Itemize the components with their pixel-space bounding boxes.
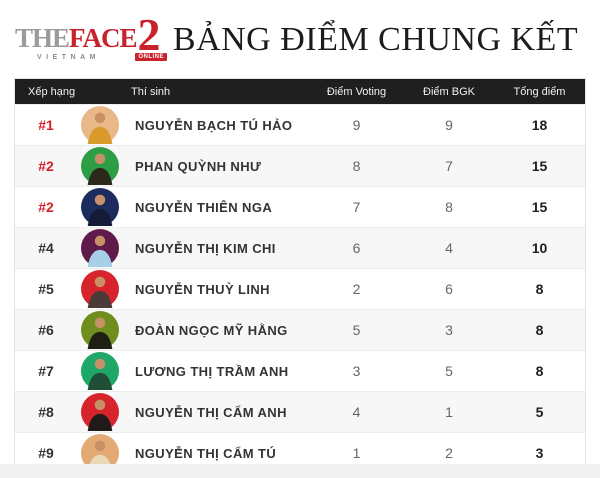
rank-cell: #6 xyxy=(38,322,54,338)
total-score: 8 xyxy=(535,281,544,297)
rank-cell: #2 xyxy=(38,158,54,174)
avatar-graphic xyxy=(81,106,119,144)
logo-main: THE FACE 2 xyxy=(15,8,167,60)
score-board-table: Xếp hạng Thí sinh Điểm Voting Điểm BGK T… xyxy=(14,78,586,474)
table-row: #1 NGUYỄN BẠCH TÚ HẢO 9 9 18 xyxy=(15,104,585,145)
logo-the-text: THE xyxy=(15,23,70,54)
contestant-avatar xyxy=(77,311,123,349)
page-title: BẢNG ĐIỂM CHUNG KẾT xyxy=(172,21,579,58)
contestant-name: NGUYỄN THỊ CẨM ANH xyxy=(135,404,287,420)
contestant-name: NGUYỄN THUỲ LINH xyxy=(135,281,270,297)
total-score: 5 xyxy=(535,404,544,420)
table-row: #8 NGUYỄN THỊ CẨM ANH 4 1 5 xyxy=(15,391,585,432)
logo-season-number: 2 xyxy=(137,8,161,60)
bgk-score: 9 xyxy=(445,117,453,133)
avatar-graphic xyxy=(81,270,119,308)
logo-subline: VIETNAM ONLINE xyxy=(15,53,167,62)
avatar-graphic xyxy=(81,311,119,349)
table-row: #4 NGUYỄN THỊ KIM CHI 6 4 10 xyxy=(15,227,585,268)
column-header-contestant: Thí sinh xyxy=(131,85,171,98)
bgk-score: 5 xyxy=(445,363,453,379)
logo-online-badge: ONLINE xyxy=(135,53,167,62)
rank-cell: #5 xyxy=(38,281,54,297)
table-row: #2 NGUYỄN THIÊN NGA 7 8 15 xyxy=(15,186,585,227)
contestant-name: NGUYỄN BẠCH TÚ HẢO xyxy=(135,117,293,133)
column-header-voting: Điểm Voting xyxy=(326,85,387,98)
total-score: 10 xyxy=(531,240,548,256)
contestant-name: NGUYỄN THỊ CẨM TÚ xyxy=(135,445,277,461)
rank-cell: #1 xyxy=(38,117,54,133)
contestant-name: NGUYỄN THIÊN NGA xyxy=(135,199,273,215)
rank-cell: #8 xyxy=(38,404,54,420)
voting-score: 6 xyxy=(352,240,361,256)
total-score: 8 xyxy=(535,322,544,338)
contestant-avatar xyxy=(77,229,123,267)
avatar-graphic xyxy=(81,393,119,431)
rank-cell: #2 xyxy=(38,199,54,215)
bgk-score: 7 xyxy=(445,158,453,174)
contestant-avatar xyxy=(77,393,123,431)
column-header-rank: Xếp hạng xyxy=(28,85,76,98)
table-row: #5 NGUYỄN THUỲ LINH 2 6 8 xyxy=(15,268,585,309)
total-score: 15 xyxy=(531,199,548,215)
table-header-row: Xếp hạng Thí sinh Điểm Voting Điểm BGK T… xyxy=(15,79,585,104)
avatar-graphic xyxy=(81,188,119,226)
voting-score: 2 xyxy=(352,281,361,297)
logo-face-text: FACE xyxy=(69,23,137,54)
the-face-vietnam-logo: THE FACE 2 VIETNAM ONLINE xyxy=(15,8,167,62)
voting-score: 4 xyxy=(352,404,361,420)
rank-cell: #9 xyxy=(38,445,54,461)
total-score: 3 xyxy=(535,445,544,461)
bgk-score: 6 xyxy=(445,281,453,297)
rank-cell: #4 xyxy=(38,240,54,256)
table-row: #2 PHAN QUỲNH NHƯ 8 7 15 xyxy=(15,145,585,186)
total-score: 18 xyxy=(531,117,548,133)
total-score: 15 xyxy=(531,158,548,174)
contestant-name: ĐOÀN NGỌC MỸ HẰNG xyxy=(135,322,288,338)
table-row: #6 ĐOÀN NGỌC MỸ HẰNG 5 3 8 xyxy=(15,309,585,350)
bgk-score: 1 xyxy=(445,404,453,420)
page-header: THE FACE 2 VIETNAM ONLINE BẢNG ĐIỂM CHUN… xyxy=(0,0,600,76)
avatar-graphic xyxy=(81,352,119,390)
contestant-name: PHAN QUỲNH NHƯ xyxy=(135,158,262,174)
voting-score: 7 xyxy=(352,199,361,215)
column-header-bgk: Điểm BGK xyxy=(423,85,475,98)
logo-vietnam-text: VIETNAM xyxy=(37,53,100,61)
contestant-avatar xyxy=(77,106,123,144)
bgk-score: 2 xyxy=(445,445,453,461)
contestant-avatar xyxy=(77,352,123,390)
voting-score: 8 xyxy=(352,158,361,174)
table-row: #7 LƯƠNG THỊ TRẦM ANH 3 5 8 xyxy=(15,350,585,391)
contestant-name: NGUYỄN THỊ KIM CHI xyxy=(135,240,276,256)
total-score: 8 xyxy=(535,363,544,379)
page-bottom-strip xyxy=(0,464,600,478)
contestant-name: LƯƠNG THỊ TRẦM ANH xyxy=(135,363,289,379)
voting-score: 9 xyxy=(352,117,361,133)
voting-score: 1 xyxy=(352,445,361,461)
bgk-score: 3 xyxy=(445,322,453,338)
contestant-avatar xyxy=(77,188,123,226)
avatar-graphic xyxy=(81,147,119,185)
contestant-avatar xyxy=(77,270,123,308)
voting-score: 5 xyxy=(352,322,361,338)
avatar-graphic xyxy=(81,229,119,267)
bgk-score: 8 xyxy=(445,199,453,215)
bgk-score: 4 xyxy=(445,240,453,256)
voting-score: 3 xyxy=(352,363,361,379)
rank-cell: #7 xyxy=(38,363,54,379)
contestant-avatar xyxy=(77,147,123,185)
column-header-total: Tổng điểm xyxy=(513,85,566,98)
